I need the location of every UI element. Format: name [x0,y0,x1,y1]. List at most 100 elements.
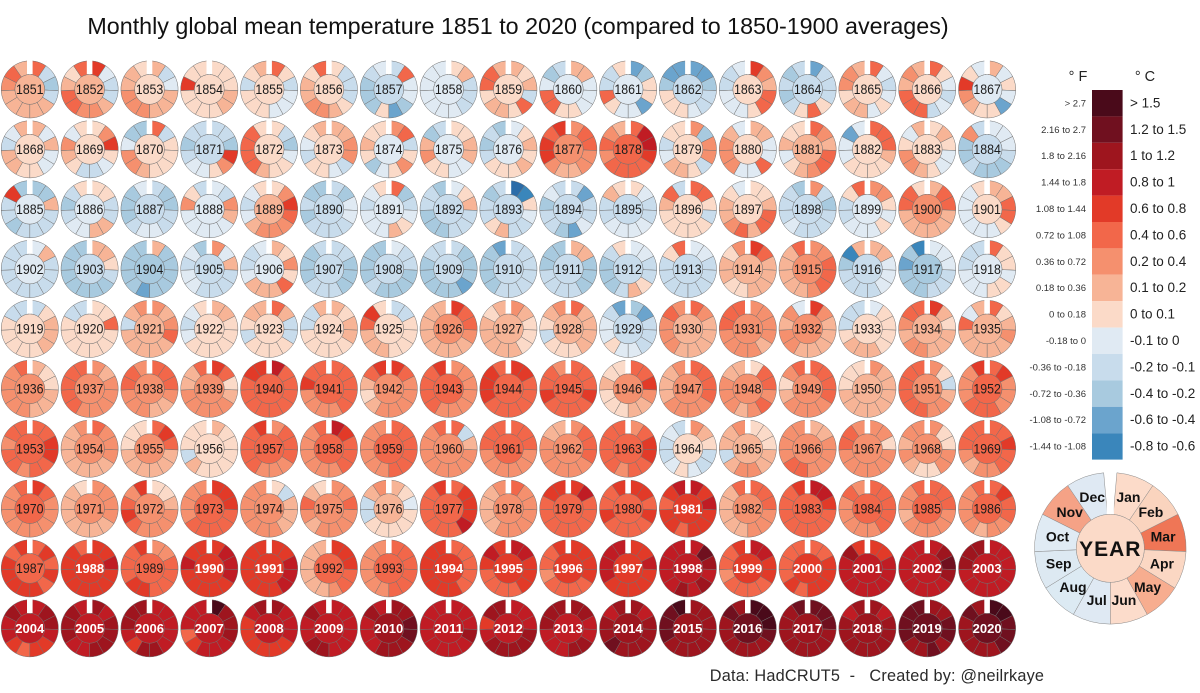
svg-text:Feb: Feb [1138,504,1163,520]
svg-text:1886: 1886 [76,202,104,217]
svg-text:1999: 1999 [733,561,762,576]
svg-text:1929: 1929 [614,322,642,337]
svg-text:-0.72 to -0.36: -0.72 to -0.36 [1029,389,1086,400]
svg-text:Jan: Jan [1116,489,1140,505]
svg-text:1862: 1862 [674,82,702,97]
svg-text:1853: 1853 [136,82,164,97]
svg-text:1934: 1934 [913,322,941,337]
svg-text:1914: 1914 [734,262,762,277]
svg-text:2017: 2017 [793,621,822,636]
svg-text:2003: 2003 [973,561,1002,576]
svg-text:1871: 1871 [196,142,224,157]
svg-text:1854: 1854 [196,82,224,97]
svg-text:1913: 1913 [674,262,702,277]
svg-text:1.44 to 1.8: 1.44 to 1.8 [1041,178,1086,189]
svg-text:2016: 2016 [733,621,762,636]
svg-text:0.8 to 1: 0.8 to 1 [1130,175,1175,190]
svg-text:° C: ° C [1135,69,1155,85]
svg-text:Data: HadCRUT5 - Created by: Data: HadCRUT5 - Created by: @neilrkaye [710,667,1044,685]
svg-text:-0.36 to -0.18: -0.36 to -0.18 [1029,362,1086,373]
svg-text:1874: 1874 [375,142,403,157]
svg-text:1978: 1978 [495,501,523,516]
svg-text:1962: 1962 [555,442,583,457]
svg-text:0.72 to 1.08: 0.72 to 1.08 [1036,230,1086,241]
svg-text:1889: 1889 [255,202,283,217]
svg-text:1910: 1910 [495,262,523,277]
svg-text:1851: 1851 [16,82,44,97]
svg-text:1918: 1918 [973,262,1001,277]
svg-text:1953: 1953 [16,442,44,457]
svg-text:1946: 1946 [614,382,642,397]
svg-text:2020: 2020 [973,621,1002,636]
svg-text:> 2.7: > 2.7 [1065,98,1086,109]
svg-text:2009: 2009 [314,621,343,636]
svg-text:> 1.5: > 1.5 [1130,95,1160,110]
svg-text:1887: 1887 [136,202,164,217]
svg-text:1984: 1984 [854,501,882,516]
svg-text:1965: 1965 [734,442,762,457]
svg-text:1922: 1922 [196,322,224,337]
svg-text:1864: 1864 [794,82,822,97]
svg-text:1975: 1975 [315,501,343,516]
svg-text:1995: 1995 [494,561,523,576]
svg-text:0.4 to 0.6: 0.4 to 0.6 [1130,227,1186,242]
svg-text:YEAR: YEAR [1079,538,1141,561]
svg-text:1852: 1852 [76,82,104,97]
svg-text:1905: 1905 [196,262,224,277]
svg-text:1877: 1877 [555,142,583,157]
svg-text:1865: 1865 [854,82,882,97]
svg-text:2.16 to 2.7: 2.16 to 2.7 [1041,125,1086,136]
svg-text:2002: 2002 [913,561,942,576]
svg-text:1927: 1927 [495,322,523,337]
svg-text:Oct: Oct [1046,529,1070,545]
svg-text:1872: 1872 [255,142,283,157]
svg-text:1992: 1992 [315,561,343,576]
svg-text:1972: 1972 [136,501,164,516]
svg-text:1907: 1907 [315,262,343,277]
svg-text:1857: 1857 [375,82,403,97]
svg-text:1950: 1950 [854,382,882,397]
svg-text:1966: 1966 [794,442,822,457]
svg-text:1868: 1868 [16,142,44,157]
svg-text:1937: 1937 [76,382,104,397]
svg-text:-1.44 to -1.08: -1.44 to -1.08 [1029,442,1086,453]
svg-text:2018: 2018 [853,621,882,636]
svg-text:1880: 1880 [734,142,762,157]
svg-text:1861: 1861 [614,82,642,97]
svg-text:1990: 1990 [195,561,224,576]
svg-text:1895: 1895 [614,202,642,217]
svg-text:1867: 1867 [973,82,1001,97]
svg-text:1924: 1924 [315,322,343,337]
svg-text:1951: 1951 [913,382,941,397]
svg-text:1875: 1875 [435,142,463,157]
svg-text:1963: 1963 [614,442,642,457]
svg-text:1888: 1888 [196,202,224,217]
svg-text:1961: 1961 [495,442,523,457]
svg-text:1994: 1994 [434,561,464,576]
svg-text:2013: 2013 [554,621,583,636]
svg-text:1970: 1970 [16,501,44,516]
svg-text:1942: 1942 [375,382,403,397]
svg-text:1900: 1900 [913,202,941,217]
svg-text:1921: 1921 [136,322,164,337]
svg-text:1.2 to 1.5: 1.2 to 1.5 [1130,122,1186,137]
svg-text:1943: 1943 [435,382,463,397]
svg-text:1969: 1969 [973,442,1001,457]
svg-text:1876: 1876 [495,142,523,157]
svg-text:Mar: Mar [1151,529,1176,545]
svg-text:1909: 1909 [435,262,463,277]
svg-text:1881: 1881 [794,142,822,157]
svg-text:1930: 1930 [674,322,702,337]
svg-text:1926: 1926 [435,322,463,337]
svg-text:1948: 1948 [734,382,762,397]
svg-text:1902: 1902 [16,262,44,277]
svg-text:1855: 1855 [255,82,283,97]
svg-text:1973: 1973 [196,501,224,516]
svg-text:2005: 2005 [75,621,104,636]
svg-text:1925: 1925 [375,322,403,337]
svg-text:1860: 1860 [555,82,583,97]
svg-text:1 to 1.2: 1 to 1.2 [1130,148,1175,163]
svg-text:2019: 2019 [913,621,942,636]
svg-text:Monthly global mean temperatur: Monthly global mean temperature 1851 to … [87,13,948,39]
svg-text:2000: 2000 [793,561,822,576]
